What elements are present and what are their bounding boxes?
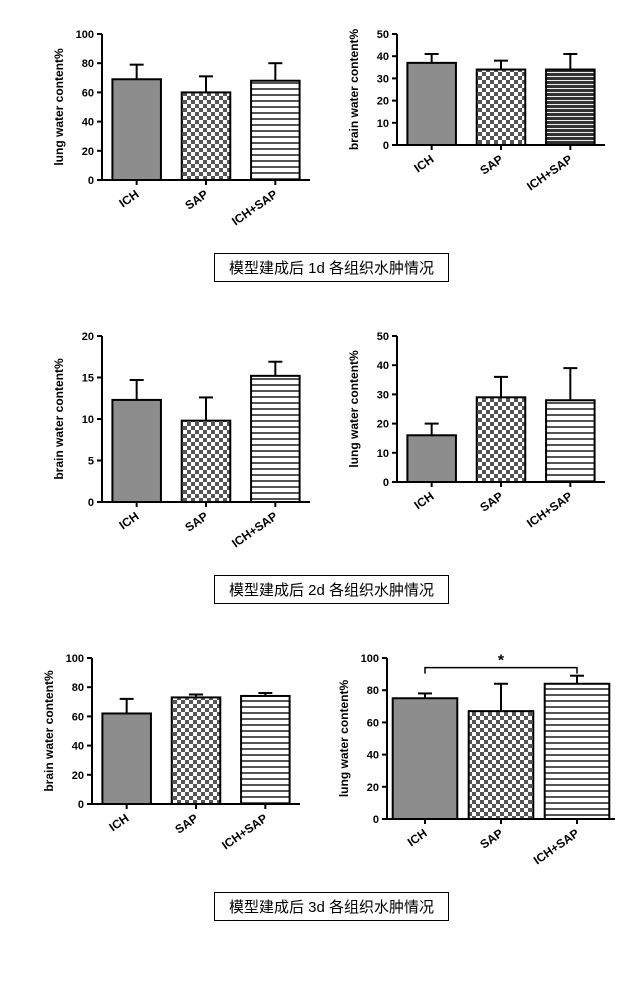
bar bbox=[546, 400, 595, 482]
svg-text:0: 0 bbox=[87, 497, 93, 509]
svg-text:SAP: SAP bbox=[477, 826, 505, 852]
bar bbox=[468, 711, 533, 819]
svg-text:50: 50 bbox=[376, 331, 388, 343]
svg-text:ICH: ICH bbox=[106, 811, 131, 834]
svg-text:15: 15 bbox=[81, 373, 93, 385]
bar bbox=[407, 63, 456, 145]
svg-text:60: 60 bbox=[81, 87, 93, 99]
bar-chart: 0 20 40 60 80 100 lung water content% ICH SAP ICH… bbox=[47, 20, 322, 235]
bar bbox=[251, 376, 300, 502]
svg-text:0: 0 bbox=[382, 140, 388, 152]
bar bbox=[181, 92, 230, 180]
svg-text:SAP: SAP bbox=[477, 489, 505, 515]
svg-text:20: 20 bbox=[81, 146, 93, 158]
svg-text:5: 5 bbox=[87, 456, 93, 468]
svg-text:10: 10 bbox=[376, 448, 388, 460]
svg-text:20: 20 bbox=[81, 331, 93, 343]
svg-text:100: 100 bbox=[65, 653, 83, 665]
bar-chart: 0 20 40 60 80 100 lung water content% ICH SAP ICH… bbox=[332, 644, 627, 874]
svg-text:80: 80 bbox=[71, 682, 83, 694]
bar bbox=[544, 684, 609, 819]
caption: 模型建成后 2d 各组织水肿情况 bbox=[214, 575, 449, 604]
bar-chart: 0 10 20 30 40 50 brain water content% ICH SAP ICH… bbox=[342, 20, 617, 235]
svg-text:SAP: SAP bbox=[182, 187, 210, 213]
svg-text:brain water content%: brain water content% bbox=[52, 358, 66, 480]
svg-text:ICH: ICH bbox=[116, 509, 141, 532]
svg-text:60: 60 bbox=[366, 717, 378, 729]
bar bbox=[112, 79, 161, 180]
svg-text:100: 100 bbox=[360, 653, 378, 665]
bar bbox=[102, 713, 151, 804]
svg-text:ICH+SAP: ICH+SAP bbox=[524, 489, 575, 531]
svg-text:brain water content%: brain water content% bbox=[347, 28, 361, 150]
svg-text:ICH: ICH bbox=[404, 826, 429, 849]
chart-row: 0 5 10 15 20 brain water content% ICH SAP ICH+SA… bbox=[47, 322, 617, 557]
svg-text:SAP: SAP bbox=[477, 152, 505, 178]
svg-text:ICH: ICH bbox=[411, 152, 436, 175]
svg-text:40: 40 bbox=[366, 750, 378, 762]
bar bbox=[476, 397, 525, 482]
bar-chart: 0 5 10 15 20 brain water content% ICH SAP ICH+SA… bbox=[47, 322, 322, 557]
svg-text:ICH: ICH bbox=[411, 489, 436, 512]
svg-text:0: 0 bbox=[372, 814, 378, 826]
bar-chart: 0 20 40 60 80 100 brain water content% ICH SAP IC… bbox=[37, 644, 312, 874]
svg-text:lung water content%: lung water content% bbox=[347, 350, 361, 468]
svg-text:80: 80 bbox=[366, 685, 378, 697]
svg-text:40: 40 bbox=[81, 117, 93, 129]
svg-text:brain water content%: brain water content% bbox=[42, 670, 56, 792]
svg-text:40: 40 bbox=[71, 741, 83, 753]
svg-text:ICH+SAP: ICH+SAP bbox=[530, 826, 581, 868]
caption: 模型建成后 1d 各组织水肿情况 bbox=[214, 253, 449, 282]
svg-text:lung water content%: lung water content% bbox=[337, 680, 351, 798]
svg-text:SAP: SAP bbox=[172, 811, 200, 837]
svg-text:40: 40 bbox=[376, 51, 388, 63]
bar bbox=[392, 698, 457, 819]
svg-text:ICH+SAP: ICH+SAP bbox=[524, 152, 575, 194]
svg-text:30: 30 bbox=[376, 73, 388, 85]
svg-text:ICH+SAP: ICH+SAP bbox=[229, 509, 280, 551]
svg-text:20: 20 bbox=[71, 770, 83, 782]
svg-text:20: 20 bbox=[376, 96, 388, 108]
bar bbox=[476, 70, 525, 145]
svg-text:ICH+SAP: ICH+SAP bbox=[229, 187, 280, 229]
bar bbox=[181, 421, 230, 502]
bar bbox=[112, 400, 161, 502]
svg-text:20: 20 bbox=[376, 419, 388, 431]
svg-text:ICH: ICH bbox=[116, 187, 141, 210]
svg-text:10: 10 bbox=[81, 414, 93, 426]
svg-text:0: 0 bbox=[77, 799, 83, 811]
svg-text:30: 30 bbox=[376, 389, 388, 401]
bar bbox=[407, 435, 456, 482]
svg-text:SAP: SAP bbox=[182, 509, 210, 535]
svg-text:40: 40 bbox=[376, 360, 388, 372]
chart-row: 020406080100lung water content%ICHSAPICH… bbox=[47, 20, 617, 235]
svg-text:20: 20 bbox=[366, 782, 378, 794]
svg-text:lung water content%: lung water content% bbox=[52, 48, 66, 166]
caption: 模型建成后 3d 各组织水肿情况 bbox=[214, 892, 449, 921]
svg-text:50: 50 bbox=[376, 29, 388, 41]
svg-text:60: 60 bbox=[71, 711, 83, 723]
bar bbox=[171, 697, 220, 804]
svg-text:ICH+SAP: ICH+SAP bbox=[219, 811, 270, 853]
chart-row: 0 20 40 60 80 100 brain water content% ICH SAP IC… bbox=[37, 644, 627, 874]
svg-text:*: * bbox=[497, 653, 504, 670]
svg-text:0: 0 bbox=[382, 477, 388, 489]
bar-chart: 0 10 20 30 40 50 lung water content% ICH SAP ICH+… bbox=[342, 322, 617, 557]
svg-text:100: 100 bbox=[75, 29, 93, 41]
bar bbox=[241, 696, 290, 804]
bar bbox=[251, 81, 300, 180]
svg-text:80: 80 bbox=[81, 58, 93, 70]
svg-text:10: 10 bbox=[376, 118, 388, 130]
svg-text:0: 0 bbox=[87, 175, 93, 187]
bar bbox=[546, 70, 595, 145]
